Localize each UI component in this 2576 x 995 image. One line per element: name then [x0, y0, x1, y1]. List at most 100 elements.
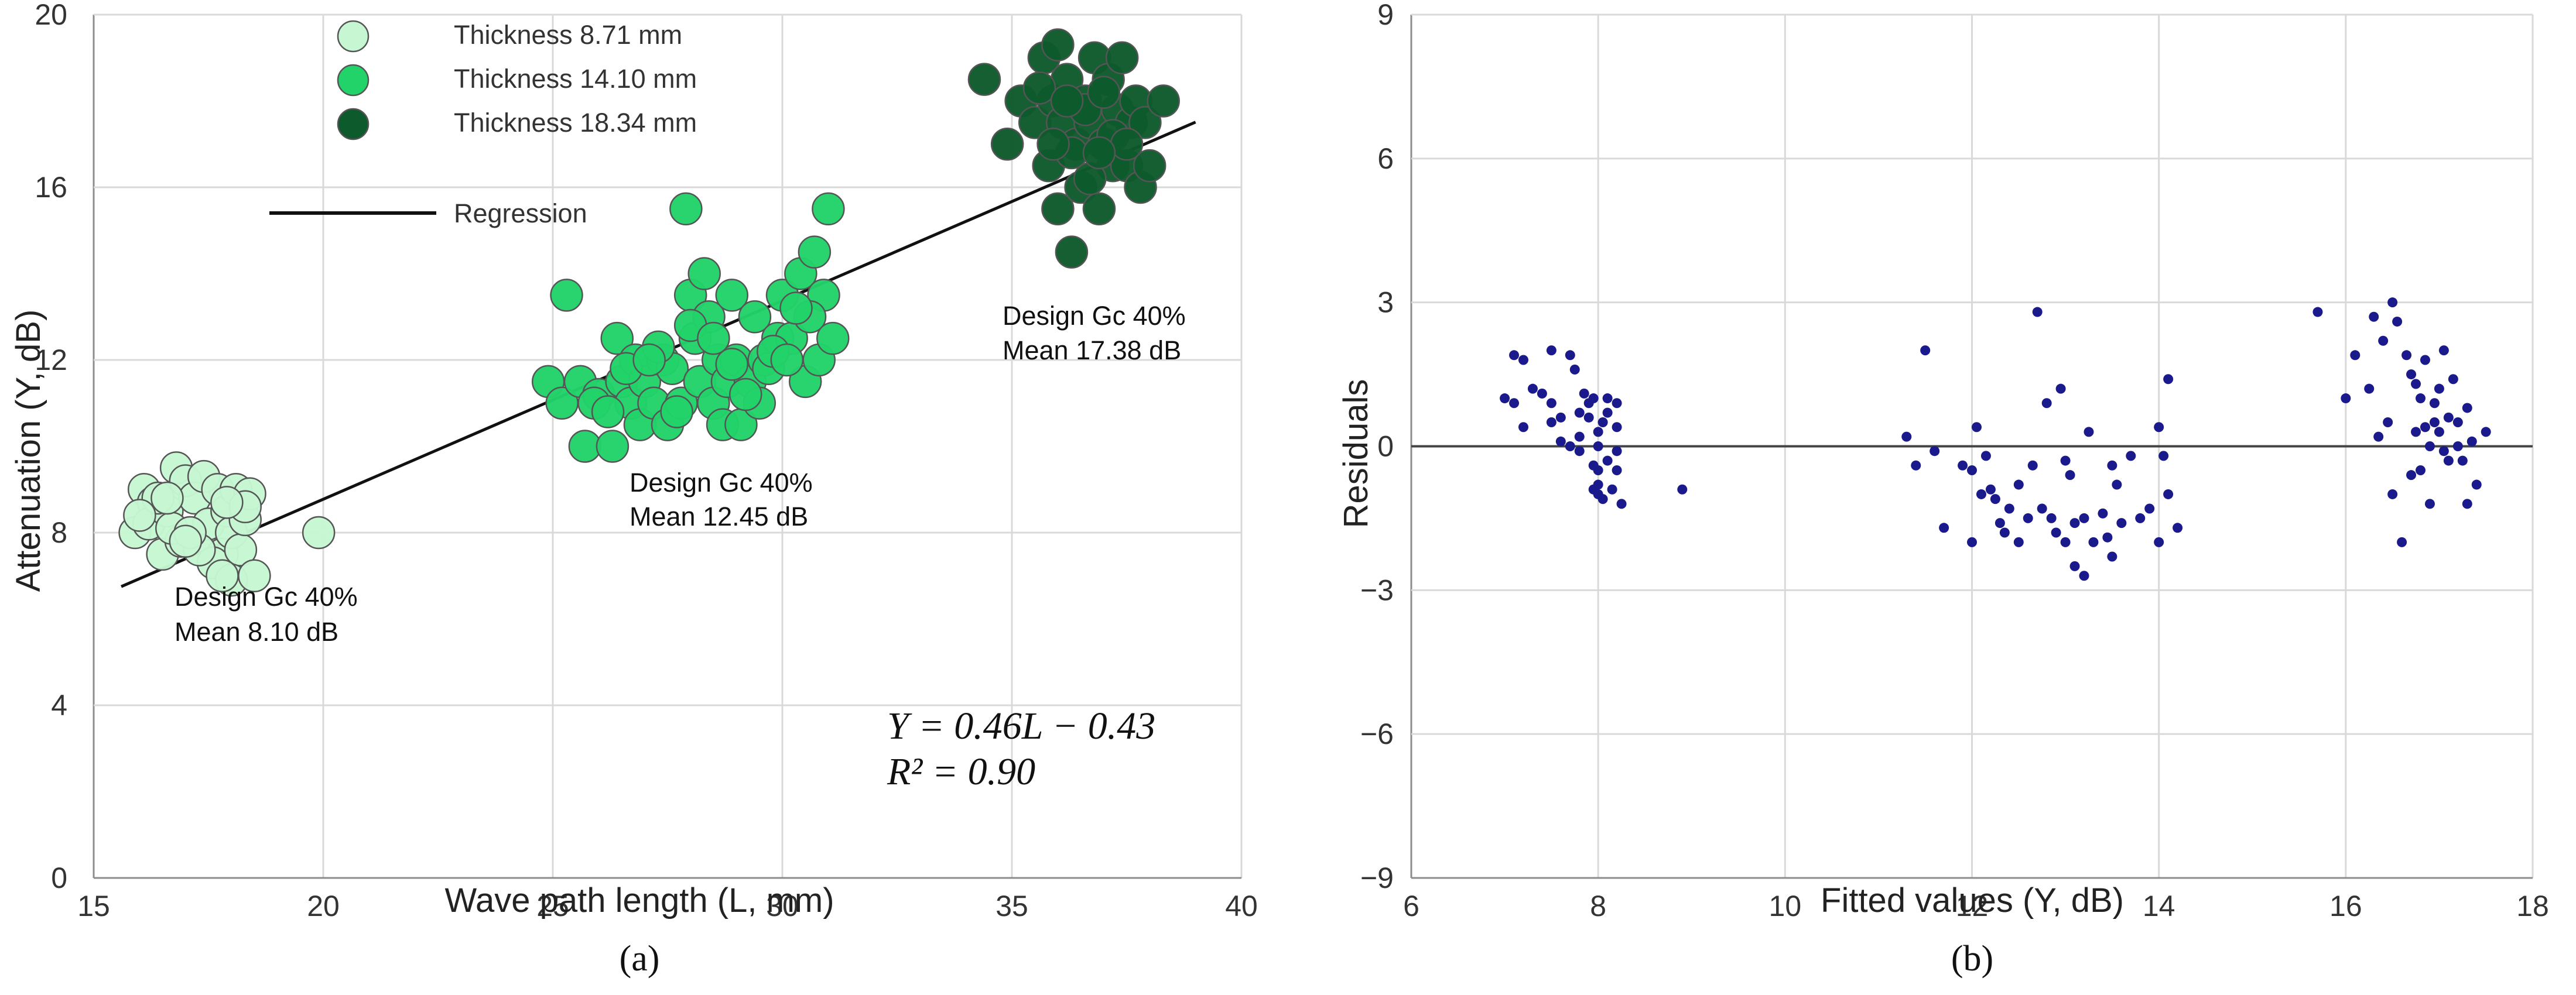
residual-point [1546, 398, 1556, 409]
residual-point [2069, 518, 2080, 529]
residual-point [2051, 527, 2061, 538]
residual-point [2055, 383, 2066, 394]
residual-point [2416, 465, 2426, 475]
residual-point [2481, 427, 2491, 437]
annotation-design-2-line-2: Mean 12.45 dB [630, 502, 808, 531]
residual-point [2457, 455, 2468, 466]
residual-point [1616, 499, 1627, 509]
panel-a-y-tick-label: 20 [35, 0, 67, 31]
residual-point [2163, 489, 2174, 499]
residual-point [1527, 383, 1538, 394]
panel-a-y-tick-label: 16 [35, 171, 67, 204]
residual-point [1574, 446, 1585, 457]
residual-point [1612, 398, 1622, 409]
panel-b-x-tick-label: 18 [2516, 890, 2549, 922]
residual-point [2107, 551, 2117, 562]
panel-a-point-series-2 [632, 343, 666, 377]
panel-a-point-series-2 [812, 192, 845, 226]
residual-point [2387, 297, 2398, 308]
residual-point [2116, 518, 2127, 529]
residual-point [1967, 465, 1977, 475]
residual-point [1602, 393, 1613, 404]
residual-point [1593, 427, 1603, 437]
panel-a-point-series-2 [697, 321, 730, 355]
residual-point [2112, 479, 2122, 490]
residual-point [2373, 431, 2384, 442]
legend-marker-series-1 [337, 20, 370, 53]
residual-point [2471, 479, 2482, 490]
residual-point [1574, 431, 1585, 442]
panel-a-x-tick-label: 20 [307, 890, 340, 922]
residual-point [2088, 537, 2099, 547]
residual-point [2060, 455, 2071, 466]
panel-b-y-tick-label: 3 [1377, 286, 1394, 319]
annotation-design-2-line-1: Design Gc 40% [630, 468, 813, 498]
residual-point [2452, 441, 2463, 451]
panel-a-point-series-3 [1147, 84, 1180, 118]
panel-a-point-series-3 [1082, 192, 1116, 226]
panel-b-y-axis-label: Residuals [1337, 379, 1375, 529]
panel-b-x-tick-label: 16 [2329, 890, 2362, 922]
residual-point [2369, 311, 2379, 322]
panel-a-point-series-2 [550, 279, 583, 312]
panel-a-point-series-2 [669, 192, 703, 226]
panel-a-point-series-2 [600, 321, 634, 355]
residual-point [1930, 446, 1940, 457]
residual-point [2420, 355, 2430, 365]
panel-a-x-tick-label: 35 [995, 890, 1028, 922]
panel-a-point-series-3 [1082, 136, 1116, 170]
residual-point [2438, 345, 2449, 356]
panel-a-point-series-3 [990, 128, 1024, 161]
panel-a-point-series-1 [302, 516, 336, 550]
residual-point [2102, 532, 2113, 543]
residual-point [1985, 484, 1996, 495]
residual-point [1999, 527, 2010, 538]
panel-a-point-series-2 [687, 257, 721, 290]
residual-point [2378, 335, 2389, 346]
residual-point [2420, 422, 2430, 433]
panel-a-chart: 15 20 25 30 35 40 0 4 8 12 16 20 Thickness 8.71 mm … [9, 0, 1258, 979]
panel-a-point-series-1 [169, 524, 203, 558]
panel-a-point-series-1 [150, 481, 184, 515]
residual-point [1593, 441, 1603, 451]
residual-point [2424, 441, 2435, 451]
residual-point [2392, 316, 2403, 327]
panel-a-point-series-3 [1087, 76, 1121, 109]
panel-a-y-tick-label: 0 [51, 862, 67, 894]
residual-point [2158, 451, 2169, 461]
panel-a-point-series-3 [1036, 128, 1070, 161]
residual-point [1677, 484, 1688, 495]
panel-b-tick-labels: 6 8 10 12 14 16 18 −9 −6 −3 0 3 6 9 [1360, 0, 2549, 922]
residual-point [2424, 499, 2435, 509]
panel-a-point-series-2 [779, 291, 813, 325]
panel-b-y-tick-label: −3 [1360, 574, 1394, 606]
residual-point [2406, 470, 2417, 481]
panel-a-point-series-3 [1041, 28, 1075, 61]
panel-a-point-series-1 [238, 559, 271, 592]
residual-point [1602, 407, 1613, 418]
residual-point [2387, 489, 2398, 499]
residual-point [2416, 393, 2426, 404]
legend-marker-series-3 [337, 108, 370, 140]
residual-point [2135, 513, 2146, 523]
panel-a-point-series-2 [738, 300, 772, 334]
residual-point [2452, 417, 2463, 428]
residual-point [1976, 489, 1986, 499]
residual-point [2107, 460, 2117, 471]
residual-point [2411, 427, 2421, 437]
panel-a-point-series-3 [1105, 41, 1139, 74]
residual-point [1509, 350, 1520, 361]
panel-a-y-tick-label: 8 [51, 516, 67, 549]
residual-point [2401, 350, 2412, 361]
residual-point [2013, 479, 2024, 490]
residual-point [1555, 436, 1566, 447]
residual-point [2434, 427, 2444, 437]
panel-a-point-series-3 [1110, 128, 1144, 161]
residual-point [2027, 460, 2038, 471]
residual-point [2312, 307, 2323, 317]
panel-a-legend-markers [337, 20, 370, 140]
panel-a-tick-labels: 15 20 25 30 35 40 0 4 8 12 16 20 [35, 0, 1257, 922]
residual-point [2126, 451, 2136, 461]
residual-point [2023, 513, 2033, 523]
residual-point [1607, 484, 1617, 495]
